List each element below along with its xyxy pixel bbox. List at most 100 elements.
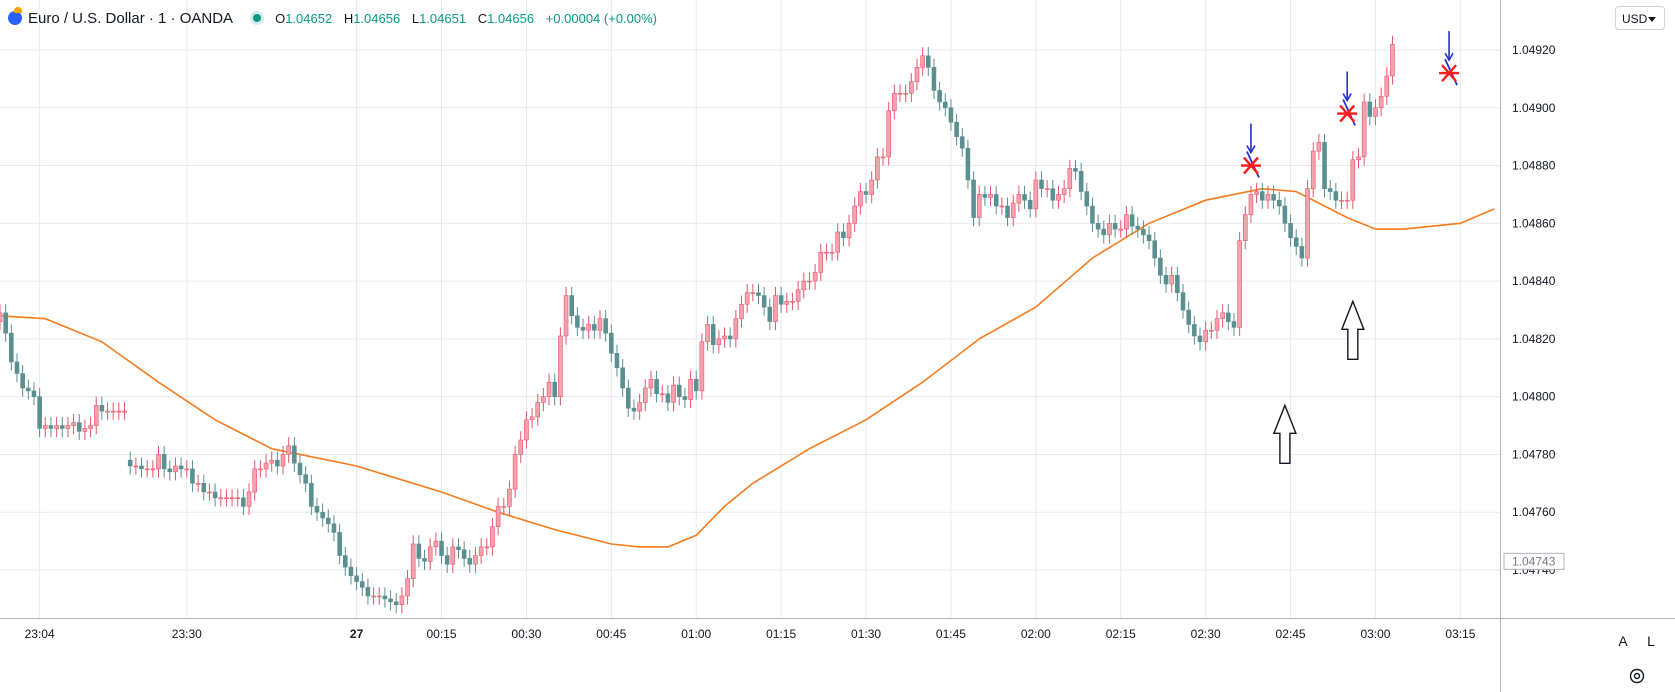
candle-body [298,463,302,475]
candle-body [1011,203,1015,217]
candle-body [547,382,551,396]
candle-body [553,382,557,396]
candle-body [21,374,25,388]
candle-body [1000,206,1004,207]
change-value: +0.00004 (+0.00%) [546,11,657,26]
candle-body [592,324,596,330]
candle-body [1164,275,1168,284]
high-value: 1.04656 [353,11,400,26]
candle-body [1226,313,1230,322]
candle-body [864,192,868,195]
candle-body [898,93,902,94]
y-tick-label: 1.04840 [1512,274,1556,288]
candle-body [587,324,591,330]
candle-body [9,333,13,362]
x-tick-label: 00:30 [511,627,541,641]
candle-body [185,469,189,470]
candle-body [1334,192,1338,201]
candle-body [434,541,438,547]
candle-body [1260,192,1264,201]
candle-body [717,339,721,345]
y-tick-label: 1.04800 [1512,390,1556,404]
candle-body [960,137,964,149]
x-tick-label: 00:45 [596,627,626,641]
candle-body [1379,96,1383,108]
x-tick-label: 02:15 [1106,627,1136,641]
currency-selector[interactable]: USD [1615,6,1665,30]
candle-body [258,469,262,470]
candle-body [660,394,664,395]
candle-body [151,469,155,470]
x-tick-label: 03:15 [1445,627,1475,641]
candle-body [615,353,619,367]
candle-body [1040,180,1044,189]
candle-body [575,316,579,328]
open-value: 1.04652 [285,11,332,26]
candle-body [881,157,885,158]
y-tick-label: 1.04760 [1512,505,1556,519]
candle-body [360,582,364,588]
candle-body [43,426,47,429]
candle-body [207,492,211,493]
candle-body [94,405,98,425]
candle-body [694,379,698,391]
candle-body [1323,142,1327,188]
gear-icon[interactable] [1628,667,1646,685]
candle-body [496,506,500,526]
candle-body [111,411,115,412]
candle-body [1158,258,1162,275]
candle-body [292,446,296,463]
candle-body [77,423,81,432]
candle-body [1023,194,1027,200]
log-scale-button[interactable]: L [1640,630,1662,652]
candle-body [1079,171,1083,191]
candle-body [4,313,8,333]
candle-body [355,576,359,582]
low-value: 1.04651 [419,11,466,26]
x-tick-label: 23:30 [172,627,202,641]
y-tick-label: 1.04900 [1512,101,1556,115]
candle-body [604,319,608,333]
candle-body [926,56,930,68]
candle-body [241,498,245,507]
candle-body [451,547,455,564]
candle-body [1221,313,1225,319]
candle-body [1357,157,1361,160]
candle-body [270,460,274,463]
candle-body [796,290,800,302]
candle-body [757,293,761,296]
candle-body [1085,192,1089,206]
x-tick-label: 03:00 [1360,627,1390,641]
candle-body [1062,189,1066,195]
candle-body [983,194,987,197]
candle-body [1170,275,1174,284]
candle-body [649,379,653,388]
candle-body [643,388,647,402]
candle-body [1272,194,1276,200]
candle-body [230,498,234,499]
candle-body [813,272,817,281]
candle-body [994,194,998,206]
candle-body [1277,200,1281,206]
candle-body [1266,194,1270,200]
candle-body [1153,241,1157,258]
candle-body [49,426,53,429]
candle-body [1124,215,1128,229]
symbol-title[interactable]: Euro / U.S. Dollar · 1 · OANDA [28,10,233,27]
candle-body [847,223,851,237]
candle-body [1209,330,1213,331]
candle-body [275,460,279,466]
candle-body [728,336,732,339]
candle-body [1130,215,1134,227]
candle-body [949,108,953,122]
candle-body [858,192,862,206]
x-tick-label: 02:45 [1276,627,1306,641]
auto-scale-button[interactable]: A [1612,630,1634,652]
candle-body [1362,102,1366,157]
candle-body [853,206,857,223]
x-tick-label: 02:30 [1191,627,1221,641]
candle-body [128,460,132,466]
candle-body [140,466,144,469]
candle-body [507,489,511,506]
